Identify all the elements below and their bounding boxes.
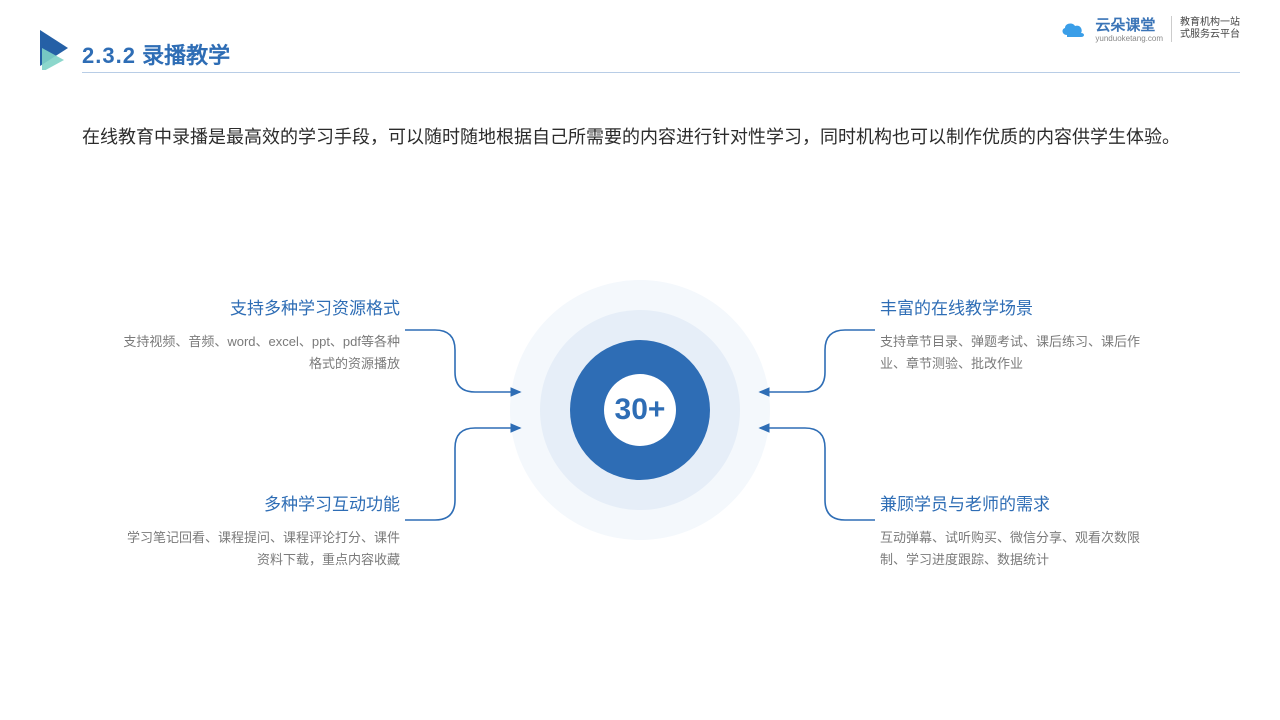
feature-desc: 互动弹幕、试听购买、微信分享、观看次数限制、学习进度跟踪、数据统计 (880, 527, 1160, 571)
logo-divider (1171, 16, 1172, 42)
feature-desc: 学习笔记回看、课程提问、课程评论打分、课件资料下载，重点内容收藏 (120, 527, 400, 571)
feature-top-right: 丰富的在线教学场景 支持章节目录、弹题考试、课后练习、课后作业、章节测验、批改作… (880, 294, 1160, 375)
feature-bottom-right: 兼顾学员与老师的需求 互动弹幕、试听购买、微信分享、观看次数限制、学习进度跟踪、… (880, 490, 1160, 571)
brand-tagline: 教育机构一站 式服务云平台 (1180, 17, 1240, 41)
feature-title: 丰富的在线教学场景 (880, 294, 1160, 319)
feature-bottom-left: 多种学习互动功能 学习笔记回看、课程提问、课程评论打分、课件资料下载，重点内容收… (120, 490, 400, 571)
logo-text: 云朵课堂 yunduoketang.com (1095, 14, 1163, 43)
center-metric-circle: 30+ (510, 280, 770, 540)
feature-desc: 支持视频、音频、word、excel、ppt、pdf等各种格式的资源播放 (120, 331, 400, 375)
intro-paragraph: 在线教育中录播是最高效的学习手段，可以随时随地根据自己所需要的内容进行针对性学习… (82, 120, 1220, 154)
section-number: 2.3.2 (82, 43, 136, 68)
feature-title: 多种学习互动功能 (120, 490, 400, 515)
cloud-icon (1059, 19, 1087, 39)
tagline-line-2: 式服务云平台 (1180, 29, 1240, 40)
feature-desc: 支持章节目录、弹题考试、课后练习、课后作业、章节测验、批改作业 (880, 331, 1160, 375)
tagline-line-1: 教育机构一站 (1180, 17, 1240, 28)
section-heading: 录播教学 (142, 43, 230, 68)
ring-inner: 30+ (604, 374, 676, 446)
feature-top-left: 支持多种学习资源格式 支持视频、音频、word、excel、ppt、pdf等各种… (120, 294, 400, 375)
center-number: 30+ (615, 393, 666, 427)
brand-domain: yunduoketang.com (1095, 35, 1163, 43)
brand-logo: 云朵课堂 yunduoketang.com 教育机构一站 式服务云平台 (1059, 14, 1240, 43)
section-title: 2.3.2 录播教学 (82, 38, 230, 70)
feature-title: 支持多种学习资源格式 (120, 294, 400, 319)
brand-name: 云朵课堂 (1095, 17, 1155, 34)
section-bullet-icon (40, 30, 72, 70)
title-underline (82, 72, 1240, 73)
feature-title: 兼顾学员与老师的需求 (880, 490, 1160, 515)
